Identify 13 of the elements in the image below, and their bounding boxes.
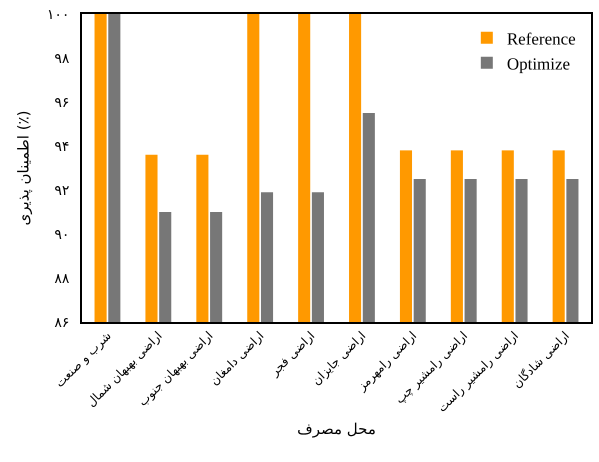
y-axis-title: اطمینان پذیری (٪) xyxy=(14,110,33,226)
y-tick-label: ۸۸ xyxy=(54,270,70,287)
y-tick-label: ۸۶ xyxy=(54,314,70,331)
y-tick-label: ۹۰ xyxy=(54,226,70,243)
legend-label: Reference xyxy=(506,29,576,48)
x-tick-label: اراضی فجر xyxy=(266,328,318,380)
x-axis-title: محل مصرف xyxy=(297,420,376,438)
y-tick-label: ۹۸ xyxy=(54,50,70,67)
y-tick-label: ۹۴ xyxy=(54,138,70,155)
y-tick-label: ۱۰۰ xyxy=(46,6,70,23)
y-tick-label: ۹۶ xyxy=(54,94,70,111)
legend-label: Optimize xyxy=(506,54,570,74)
y-tick-label: ۹۲ xyxy=(54,182,70,199)
